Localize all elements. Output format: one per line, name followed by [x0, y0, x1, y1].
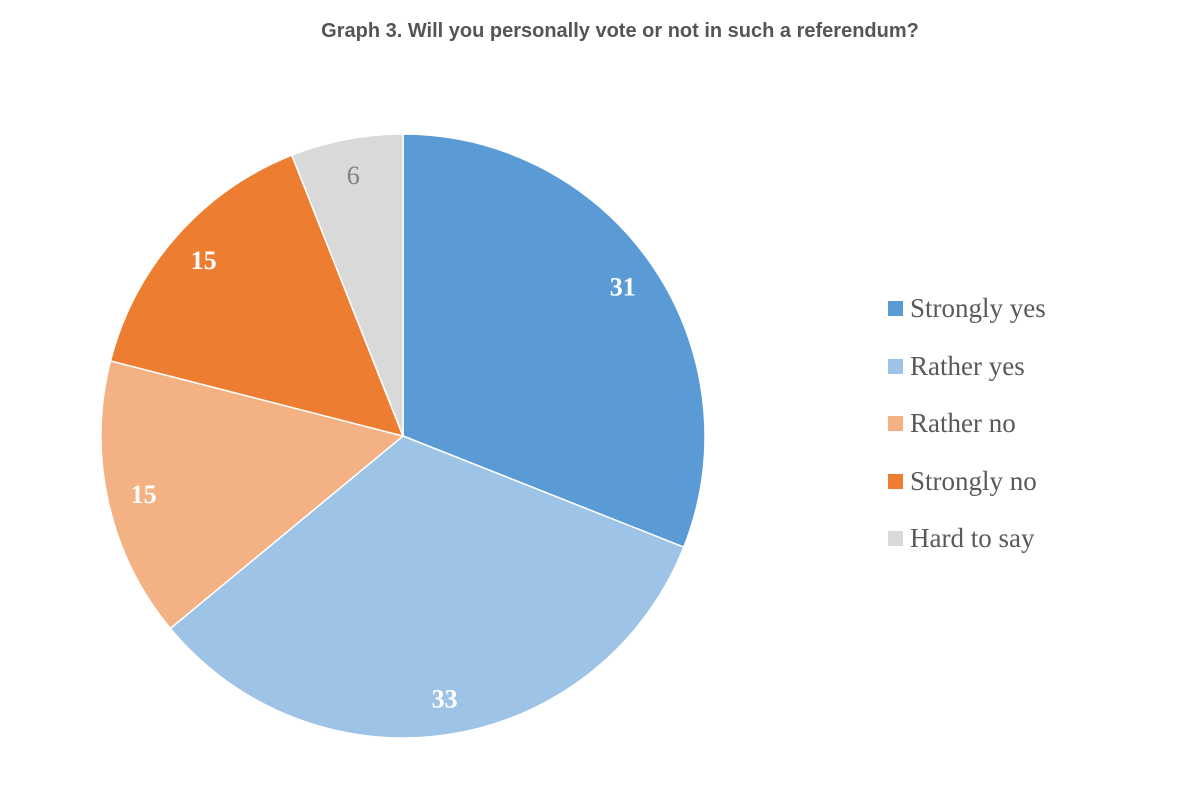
chart-title: Graph 3. Will you personally vote or not…: [321, 20, 919, 42]
legend-item: Hard to say: [888, 510, 1046, 568]
pie-slice-rather-no: [100, 359, 405, 630]
legend-swatch: [888, 473, 903, 489]
data-label: 31: [610, 273, 636, 302]
legend-item: Strongly yes: [888, 280, 1046, 338]
data-label: 15: [191, 246, 217, 275]
legend-label: Rather yes: [910, 350, 1025, 381]
legend-swatch: [888, 416, 903, 432]
legend-swatch: [888, 358, 903, 374]
legend-swatch: [888, 301, 903, 317]
legend-item: Strongly no: [888, 453, 1046, 511]
legend-label: Strongly yes: [910, 293, 1046, 324]
legend-item: Rather yes: [888, 338, 1046, 396]
data-label: 33: [432, 684, 458, 713]
pie-slice-rather-yes: [169, 435, 685, 739]
legend-label: Hard to say: [910, 523, 1035, 554]
data-label: 15: [131, 480, 157, 509]
legend-label: Strongly no: [910, 465, 1037, 496]
pie-slice-hard-to-say: [290, 133, 404, 437]
data-label: 6: [347, 161, 360, 190]
legend-label: Rather no: [910, 408, 1016, 439]
legend-item: Rather no: [888, 395, 1046, 453]
pie-slice-strongly-no: [109, 154, 405, 438]
pie-slice-strongly-yes: [402, 133, 706, 549]
legend: Strongly yes Rather yes Rather no Strongly …: [888, 280, 1046, 568]
legend-swatch: [888, 531, 903, 547]
